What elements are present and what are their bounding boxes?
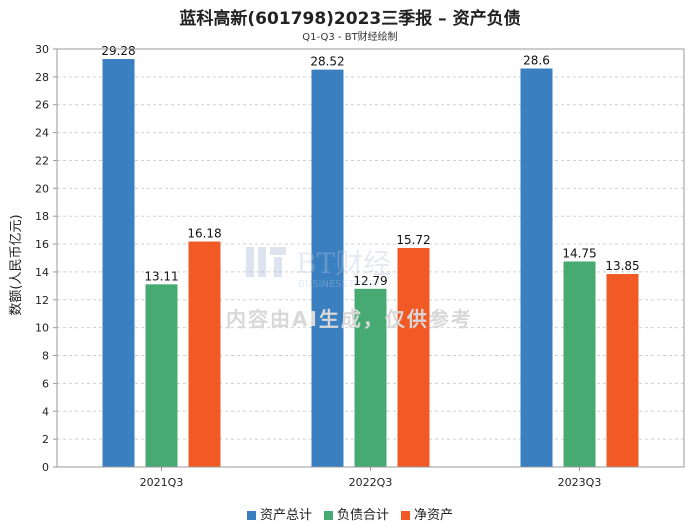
chart-subtitle: Q1-Q3 - BT财经绘制 xyxy=(302,32,398,43)
bar xyxy=(354,288,387,467)
logo-text: BT财经 xyxy=(296,247,391,280)
x-tick-label: 2021Q3 xyxy=(140,476,184,489)
bar-value-label: 28.52 xyxy=(310,55,344,69)
y-tick-label: 20 xyxy=(35,182,49,195)
bar-value-label: 14.75 xyxy=(562,246,596,260)
bar-value-label: 12.79 xyxy=(353,274,387,288)
y-tick-label: 30 xyxy=(35,43,49,56)
legend: 资产总计 负债合计 净资产 xyxy=(0,504,700,523)
bars: 29.28 13.11 16.18 28.52 12.79 15.72 28.6 14.75 1… xyxy=(101,44,640,468)
y-tick-label: 10 xyxy=(35,322,49,335)
bar xyxy=(311,69,344,467)
bar xyxy=(520,68,553,468)
x-axis-ticks: 2021Q3 2022Q3 2023Q3 xyxy=(140,467,602,489)
bar-value-label: 13.11 xyxy=(144,269,178,283)
bar-value-label: 28.6 xyxy=(523,54,550,68)
legend-label: 净资产 xyxy=(414,508,454,523)
legend-swatch xyxy=(401,511,410,520)
y-tick-label: 26 xyxy=(35,99,49,112)
y-tick-label: 16 xyxy=(35,238,49,251)
bar xyxy=(397,247,430,467)
logo-subtext: BUSINESSTIMES xyxy=(298,279,378,289)
y-tick-label: 2 xyxy=(42,433,49,446)
bar-value-label: 16.18 xyxy=(187,227,221,241)
x-tick-label: 2023Q3 xyxy=(558,476,602,489)
legend-item: 净资产 xyxy=(401,504,453,523)
legend-label: 资产总计 xyxy=(259,508,312,523)
y-tick-label: 6 xyxy=(42,377,49,390)
bar xyxy=(102,59,135,467)
bar-value-label: 13.85 xyxy=(605,259,639,273)
y-axis-label: 数额(人民币亿元) xyxy=(9,214,24,315)
legend-item: 负债合计 xyxy=(323,504,389,523)
legend-label: 负债合计 xyxy=(336,508,389,523)
bar-value-label: 29.28 xyxy=(101,44,135,58)
y-tick-label: 4 xyxy=(42,405,49,418)
y-tick-label: 18 xyxy=(35,210,49,223)
ai-disclaimer-watermark: 内容由AI生成，仅供参考 xyxy=(226,307,473,331)
chart-title: 蓝科高新(601798)2023三季报 – 资产负债 xyxy=(179,9,521,29)
y-tick-label: 0 xyxy=(42,461,49,474)
y-tick-label: 14 xyxy=(35,266,49,279)
y-tick-label: 8 xyxy=(42,350,49,363)
legend-item: 资产总计 xyxy=(246,504,312,523)
y-tick-label: 12 xyxy=(35,294,49,307)
bt-logo-watermark: BT财经 BUSINESSTIMES xyxy=(246,247,391,289)
bar xyxy=(145,284,178,467)
y-tick-label: 24 xyxy=(35,127,49,140)
x-tick-label: 2022Q3 xyxy=(349,476,393,489)
y-tick-label: 28 xyxy=(35,71,49,84)
legend-swatch xyxy=(246,511,256,520)
bar xyxy=(606,274,639,467)
bar-value-label: 15.72 xyxy=(396,233,430,247)
y-tick-label: 22 xyxy=(35,154,49,167)
bar xyxy=(563,261,596,467)
legend-swatch xyxy=(323,511,333,520)
bar xyxy=(188,241,221,467)
plot-frame xyxy=(56,48,685,468)
